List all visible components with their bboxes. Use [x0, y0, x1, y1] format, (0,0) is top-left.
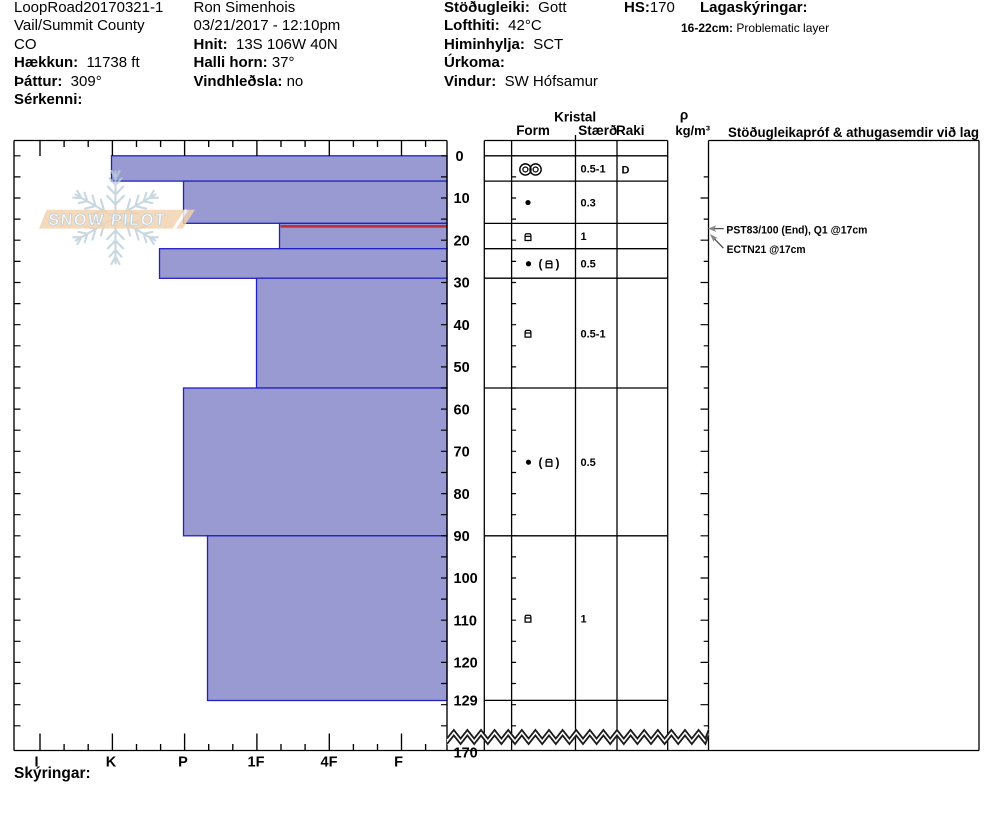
svg-text:20: 20: [454, 233, 470, 249]
svg-text:4F: 4F: [321, 755, 338, 771]
svg-text:90: 90: [454, 529, 470, 545]
svg-text:0.5: 0.5: [581, 457, 596, 469]
svg-text:10: 10: [454, 191, 470, 207]
svg-text:kg/m³: kg/m³: [675, 123, 710, 138]
svg-text:ECTN21 @17cm: ECTN21 @17cm: [727, 244, 806, 256]
svg-text:100: 100: [454, 571, 478, 587]
svg-text:Form: Form: [516, 123, 550, 138]
svg-text:0.3: 0.3: [581, 197, 596, 209]
svg-text:80: 80: [454, 487, 470, 503]
svg-text:60: 60: [454, 402, 470, 418]
svg-text:(: (: [539, 257, 543, 271]
svg-text:0: 0: [456, 149, 464, 165]
svg-text:SNOW PILOT: SNOW PILOT: [48, 212, 167, 229]
svg-text:129: 129: [454, 694, 478, 710]
svg-text:0.5-1: 0.5-1: [581, 164, 606, 176]
svg-text:Skýringar:: Skýringar:: [14, 765, 91, 782]
svg-text:(: (: [539, 455, 543, 469]
svg-text:PST83/100 (End), Q1 @17cm: PST83/100 (End), Q1 @17cm: [726, 224, 867, 236]
svg-text:1: 1: [581, 613, 587, 625]
svg-text:30: 30: [454, 276, 470, 292]
svg-text:I: I: [34, 755, 38, 771]
svg-text:F: F: [394, 755, 403, 771]
svg-text:170: 170: [454, 745, 478, 761]
svg-text:Stöðugleikapróf & athugasemdir: Stöðugleikapróf & athugasemdir við lag: [728, 125, 979, 140]
svg-text:Raki: Raki: [616, 123, 645, 138]
svg-text:110: 110: [454, 613, 477, 629]
svg-text:): ): [556, 257, 560, 271]
svg-text:K: K: [106, 755, 117, 771]
svg-text:70: 70: [454, 445, 470, 461]
svg-text:0.5: 0.5: [581, 259, 596, 271]
svg-text:Kristal: Kristal: [554, 109, 596, 124]
svg-text:40: 40: [454, 318, 470, 334]
svg-text:50: 50: [454, 360, 470, 376]
svg-text:): ): [556, 455, 560, 469]
svg-text:120: 120: [454, 656, 478, 672]
svg-text:D: D: [622, 165, 630, 177]
svg-text:1: 1: [581, 231, 587, 243]
svg-text:1F: 1F: [248, 755, 265, 771]
svg-text:0.5-1: 0.5-1: [581, 328, 606, 340]
svg-text:ρ: ρ: [680, 108, 688, 123]
svg-text:P: P: [178, 755, 188, 771]
svg-text:Stærð: Stærð: [578, 123, 617, 138]
